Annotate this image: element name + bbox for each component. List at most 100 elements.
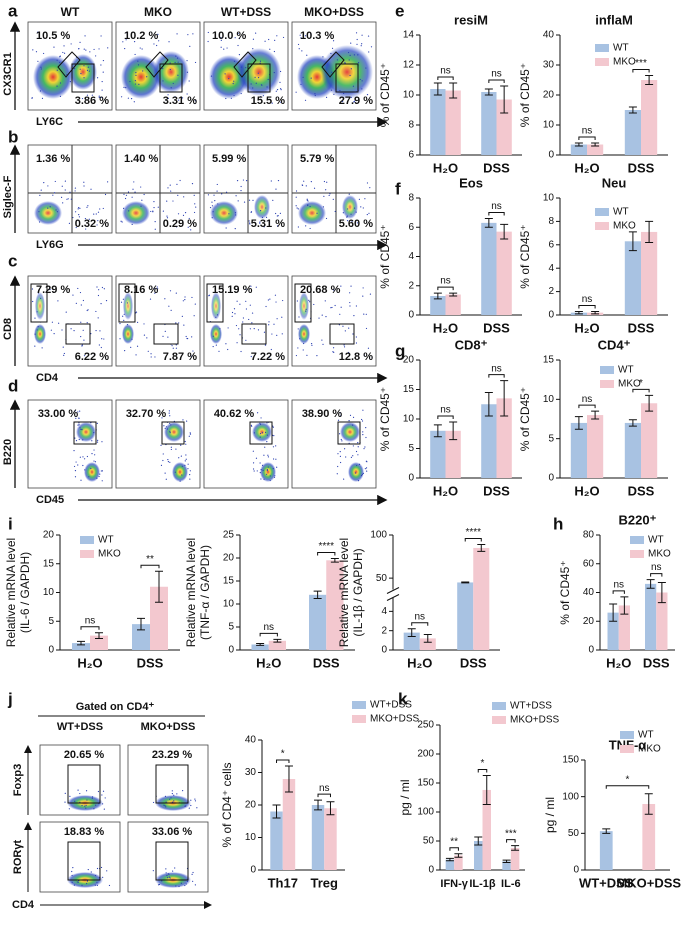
event-dot	[362, 295, 364, 297]
event-dot	[154, 221, 156, 223]
bar	[624, 422, 641, 478]
event-dot	[276, 225, 279, 227]
event-dot	[365, 67, 367, 69]
event-dot	[266, 473, 268, 475]
event-dot	[249, 304, 251, 306]
event-dot	[171, 345, 173, 347]
event-dot	[346, 215, 348, 217]
x-tick-label: DSS	[137, 655, 164, 670]
event-dot	[329, 193, 331, 195]
event-dot	[245, 339, 247, 341]
event-dot	[323, 180, 326, 183]
event-dot	[189, 433, 192, 435]
event-dot	[268, 38, 270, 41]
gate	[233, 51, 257, 78]
event-dot	[164, 427, 166, 429]
gate-percent: 33.06 %	[152, 826, 193, 838]
event-dot	[333, 93, 335, 96]
event-dot	[350, 213, 352, 215]
event-dot	[54, 180, 56, 183]
event-dot	[156, 286, 158, 288]
event-dot	[340, 461, 342, 464]
event-dot	[231, 315, 233, 317]
event-dot	[150, 356, 152, 358]
gate	[159, 63, 183, 93]
event-dot	[192, 871, 194, 874]
event-dot	[193, 194, 195, 196]
gate	[71, 63, 95, 93]
event-dot	[75, 417, 77, 419]
event-dot	[260, 84, 262, 86]
event-dot	[230, 97, 232, 99]
event-dot	[172, 82, 174, 85]
event-dot	[77, 208, 79, 210]
event-dot	[295, 190, 298, 192]
sig-label: ns	[491, 201, 502, 212]
event-dot	[57, 300, 59, 302]
event-dot	[104, 797, 106, 799]
event-dot	[182, 419, 184, 421]
event-dot	[91, 453, 93, 455]
event-dot	[86, 206, 88, 208]
event-dot	[87, 66, 89, 68]
sig-bracket	[488, 79, 505, 83]
y-tick-label: 0	[48, 645, 54, 656]
legend-swatch	[600, 380, 614, 388]
event-dot	[355, 32, 358, 34]
event-dot	[221, 193, 223, 195]
event-dot	[81, 345, 83, 347]
event-dot	[187, 463, 189, 465]
event-dot	[59, 56, 61, 58]
event-dot	[93, 354, 95, 356]
event-dot	[127, 191, 130, 193]
event-dot	[41, 97, 44, 99]
event-dot	[63, 52, 66, 54]
density-blob	[210, 201, 238, 225]
x-tick-label: MKO+DSS	[616, 875, 681, 890]
event-dot	[363, 354, 366, 356]
event-dot	[349, 74, 351, 77]
error-bar	[628, 106, 637, 114]
event-dot	[86, 322, 88, 324]
legend-swatch	[595, 208, 609, 216]
error-bar	[646, 579, 655, 589]
bar	[445, 294, 461, 315]
event-dot	[184, 884, 186, 887]
event-dot	[306, 198, 308, 200]
event-dot	[309, 227, 311, 230]
event-dot	[143, 334, 146, 336]
event-dot	[235, 195, 237, 197]
event-dot	[363, 313, 365, 315]
event-dot	[70, 43, 72, 45]
x-tick-label: WT+DSS	[579, 875, 634, 890]
event-dot	[186, 60, 188, 62]
y-tick-label: 50	[376, 573, 388, 584]
event-dot	[139, 288, 142, 290]
event-dot	[316, 355, 318, 357]
event-dot	[69, 795, 71, 798]
event-dot	[238, 328, 240, 330]
event-dot	[169, 68, 171, 71]
event-dot	[189, 474, 191, 476]
event-dot	[167, 94, 169, 96]
event-dot	[276, 334, 278, 337]
x-tick-label: DSS	[313, 655, 340, 670]
error-bar	[500, 85, 509, 114]
event-dot	[90, 333, 92, 335]
sig-bracket	[449, 847, 459, 851]
event-dot	[351, 424, 354, 426]
event-dot	[276, 466, 278, 468]
event-dot	[96, 881, 98, 883]
event-dot	[310, 181, 312, 183]
event-dot	[357, 442, 359, 444]
y-tick-label: 200	[417, 749, 434, 760]
gate	[335, 63, 359, 93]
event-dot	[49, 206, 51, 208]
y-axis-title: (IL-1β / GAPDH)	[351, 548, 365, 636]
event-dot	[248, 199, 251, 201]
event-dot	[174, 471, 177, 473]
event-dot	[93, 460, 95, 462]
error-bar	[645, 394, 654, 412]
event-dot	[216, 190, 218, 192]
bar	[90, 635, 108, 650]
